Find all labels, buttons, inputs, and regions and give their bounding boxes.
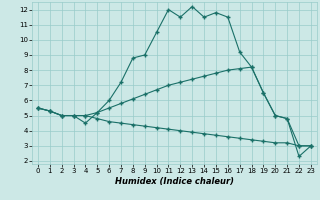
X-axis label: Humidex (Indice chaleur): Humidex (Indice chaleur) <box>115 177 234 186</box>
